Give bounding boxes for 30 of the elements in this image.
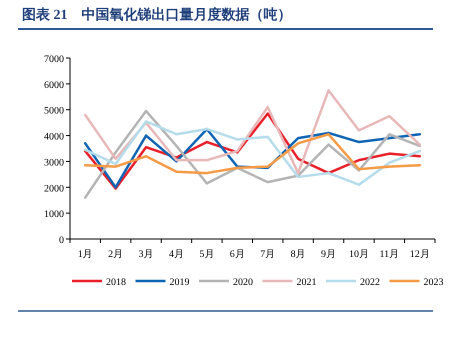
legend-label: 2021 [296,277,316,288]
y-tick-label: 2000 [44,183,64,194]
y-tick-label: 6000 [44,80,64,91]
x-tick-label: 2月 [108,249,124,260]
x-tick-label: 10月 [348,249,369,260]
legend-label: 2019 [170,277,190,288]
x-tick-label: 8月 [290,249,306,260]
x-tick-label: 5月 [199,249,214,260]
legend-label: 2018 [106,277,126,288]
x-tick-label: 3月 [138,249,154,260]
x-tick-label: 1月 [78,249,93,260]
x-tick-label: 4月 [168,249,184,260]
y-tick-label: 4000 [44,132,64,143]
y-tick-label: 3000 [44,157,64,168]
line-series [84,89,422,174]
chart-title: 图表 21 中国氧化锑出口量月度数据（吨） [22,6,292,23]
legend-label: 2020 [233,277,253,288]
x-tick-label: 7月 [260,249,276,260]
x-tick-label: 6月 [230,249,245,260]
legend-label: 2023 [424,277,444,288]
y-tick-label: 7000 [44,54,64,65]
line-series [84,133,422,174]
y-tick-label: 5000 [44,106,64,117]
x-tick-label: 12月 [410,249,430,260]
x-tick-label: 9月 [321,249,336,260]
legend-label: 2022 [360,277,380,288]
line-series [84,120,422,186]
y-tick-label: 0 [59,235,64,246]
y-tick-label: 1000 [44,209,64,220]
x-tick-label: 11月 [380,249,400,260]
